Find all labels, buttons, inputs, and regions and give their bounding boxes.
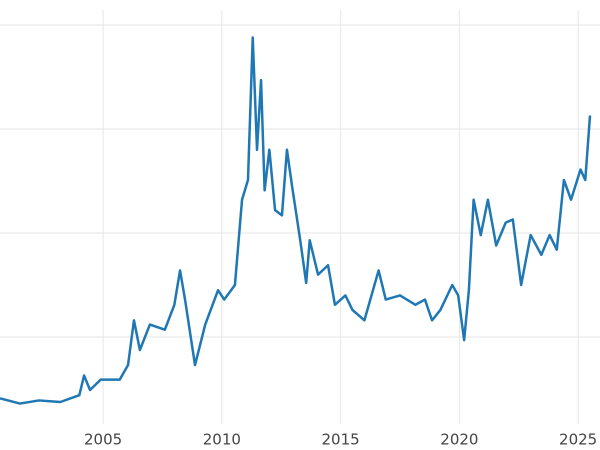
x-tick-label: 2010: [203, 431, 241, 449]
x-tick-label: 2015: [322, 431, 360, 449]
x-tick-label: 2025: [559, 431, 597, 449]
line: [0, 36, 592, 405]
x-tick-label: 2020: [440, 431, 478, 449]
x-tick-label: 2005: [84, 431, 122, 449]
